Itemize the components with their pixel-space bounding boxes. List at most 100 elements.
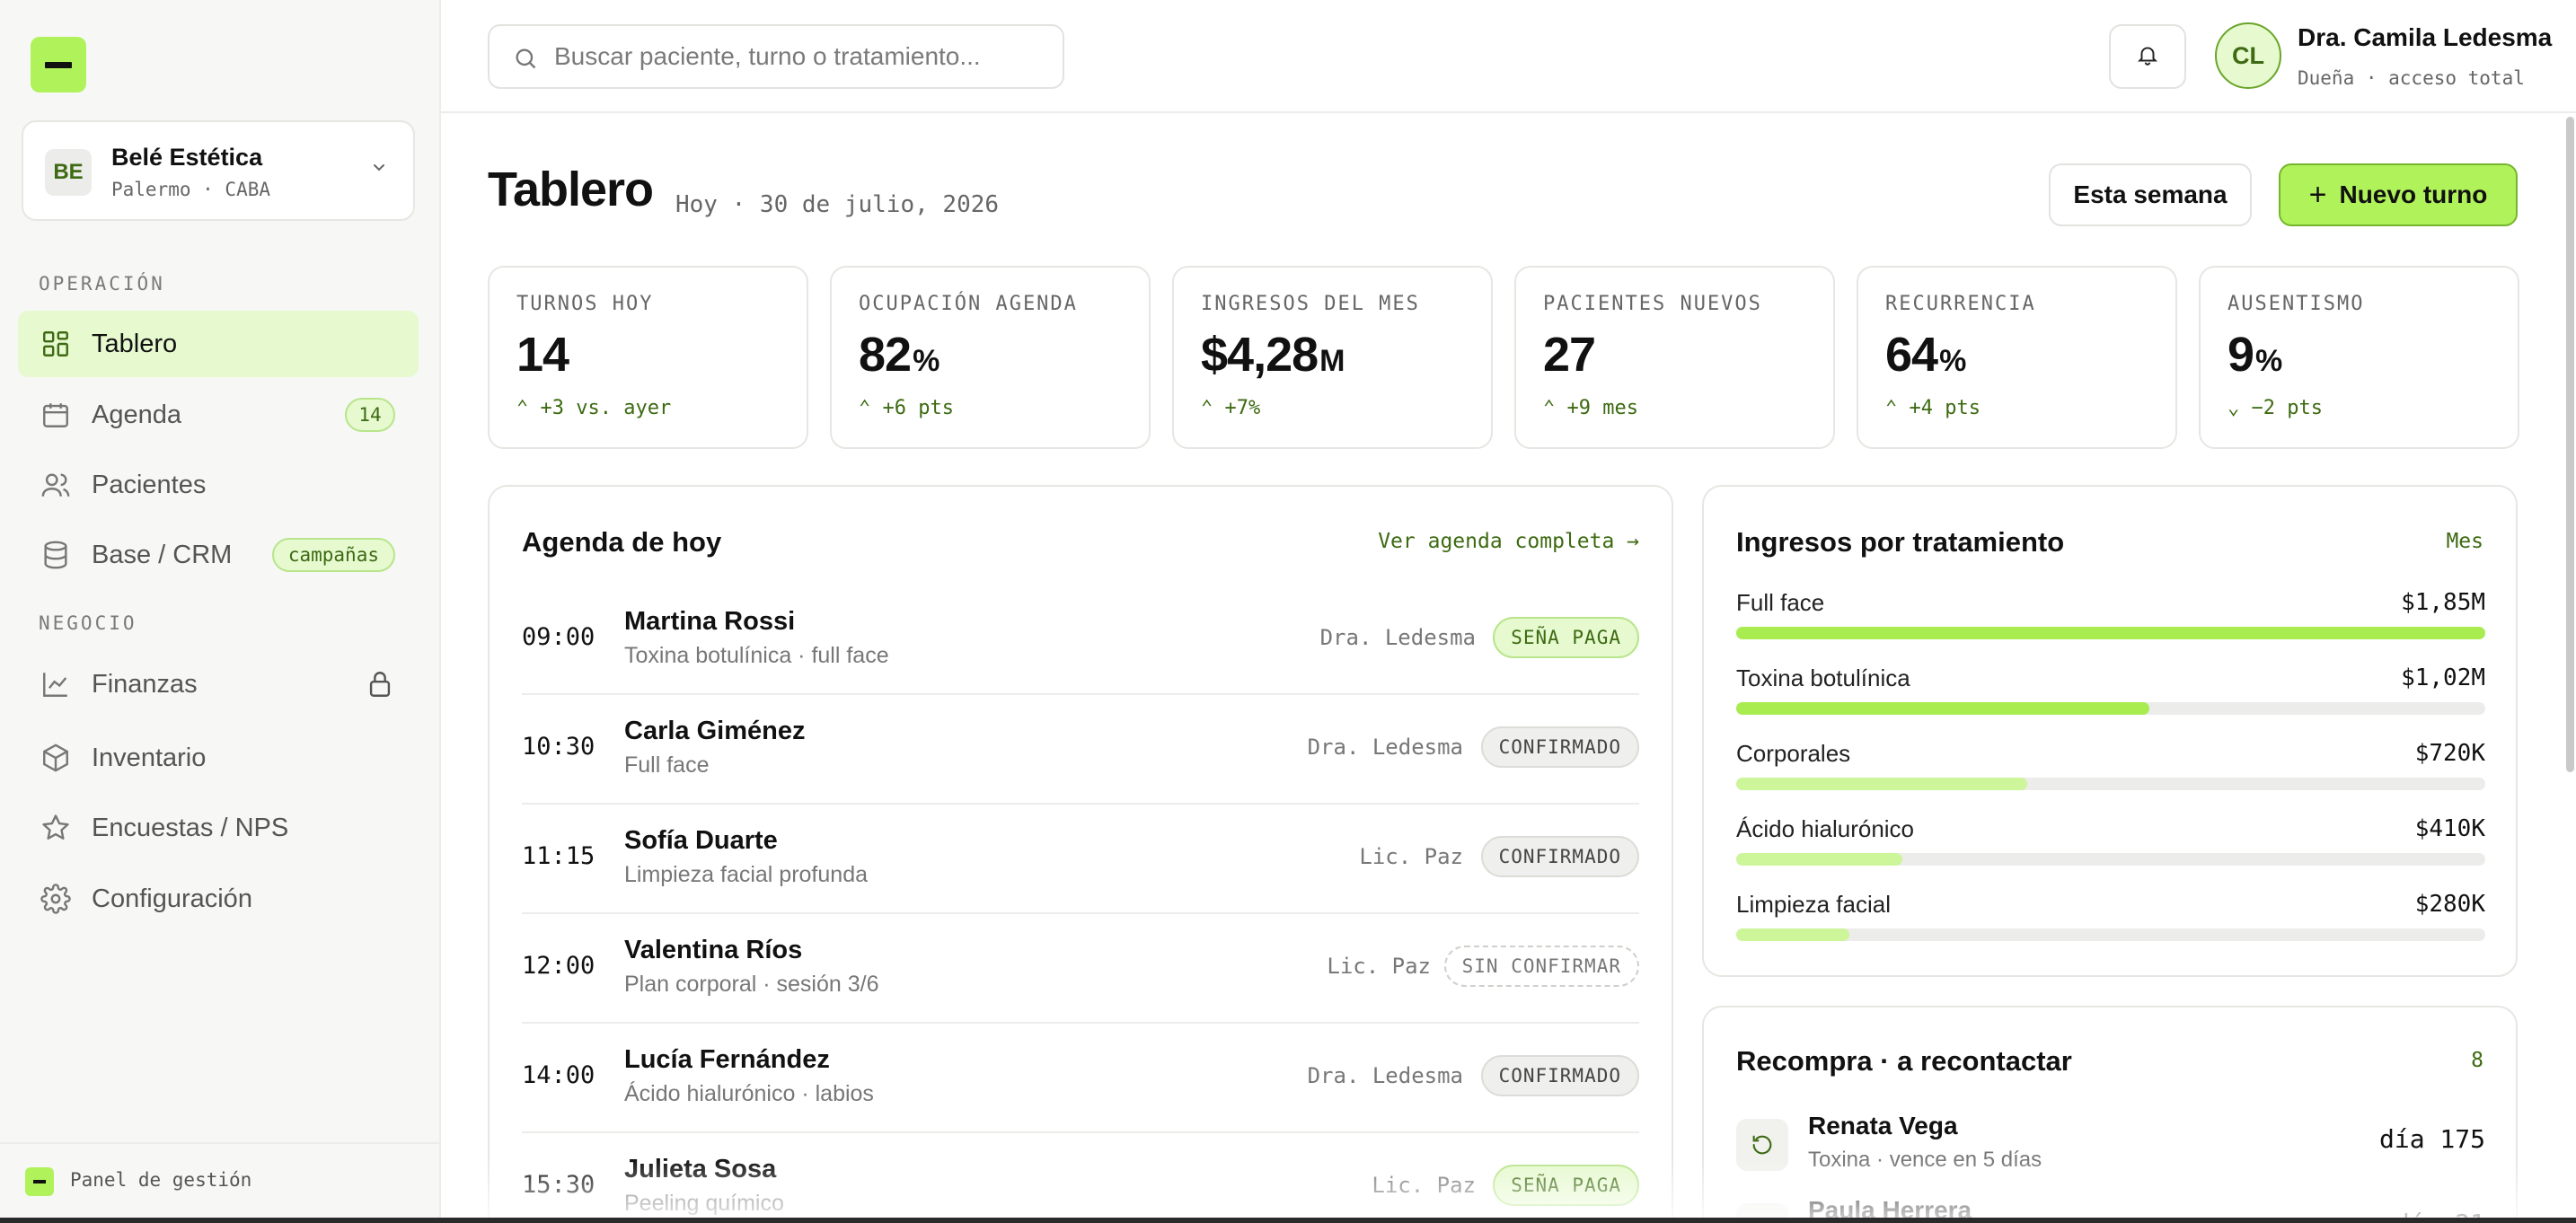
appointment-time: 09:00 <box>522 623 595 651</box>
refresh-icon <box>1736 1119 1788 1171</box>
org-avatar: BE <box>45 149 92 196</box>
appointment-row[interactable]: 10:30 Carla Giménez Full face Dra. Ledes… <box>522 695 1639 805</box>
treatment: Limpieza facial profunda <box>624 862 868 887</box>
status-badge: CONFIRMADO <box>1480 726 1639 768</box>
revenue-bar-track <box>1736 853 2485 866</box>
appointment-row[interactable]: 11:15 Sofía Duarte Limpieza facial profu… <box>522 805 1639 914</box>
kpi-card-turnos: TURNOS HOY 14 ⌃ +3 vs. ayer <box>488 266 808 449</box>
user-role: Dueña · acceso total <box>2298 67 2525 89</box>
kpi-delta: ⌄ −2 pts <box>2228 397 2323 419</box>
revenue-title: Ingresos por tratamiento <box>1736 526 2065 558</box>
footer-logo <box>25 1167 54 1196</box>
status-badge: CONFIRMADO <box>1480 836 1639 877</box>
appointment-row[interactable]: 15:30 Julieta Sosa Peeling químico Lic. … <box>522 1133 1639 1223</box>
sidebar-item-pacientes[interactable]: Pacientes <box>18 452 419 518</box>
search-input[interactable] <box>554 37 1048 76</box>
agenda-title: Agenda de hoy <box>522 526 722 558</box>
professional: Lic. Paz <box>1372 1173 1476 1198</box>
recall-count: 8 <box>2471 1049 2483 1072</box>
bell-icon <box>2136 43 2159 71</box>
kpi-delta: ⌃ +9 mes <box>1543 397 1638 419</box>
sidebar-item-label: Agenda <box>92 400 181 429</box>
treatment-amount: $1,02M <box>2401 664 2485 691</box>
treatment: Plan corporal · sesión 3/6 <box>624 972 879 997</box>
sidebar-item-crm[interactable]: Base / CRM campañas <box>18 522 419 588</box>
sidebar-item-tablero[interactable]: Tablero <box>18 311 419 377</box>
kpi-value: 9% <box>2228 328 2282 382</box>
view-full-agenda-link[interactable]: Ver agenda completa → <box>1378 530 1639 553</box>
recall-row[interactable]: Renata Vega Toxina · vence en 5 días día… <box>1736 1112 2485 1194</box>
new-appointment-button[interactable]: + Nuevo turno <box>2279 163 2518 226</box>
org-switcher[interactable]: BE Belé Estética Palermo · CABA <box>22 120 415 221</box>
treatment: Toxina botulínica · full face <box>624 643 889 668</box>
revenue-row: Toxina botulínica $1,02M <box>1736 664 2485 740</box>
treatment-name: Limpieza facial <box>1736 891 1891 918</box>
patient-name: Martina Rossi <box>624 607 796 636</box>
kpi-label: PACIENTES NUEVOS <box>1543 293 1762 315</box>
week-filter-button[interactable]: Esta semana <box>2049 163 2252 226</box>
kpi-value: 14 <box>516 328 569 382</box>
treatment-name: Toxina botulínica <box>1736 664 1910 691</box>
appointment-row[interactable]: 09:00 Martina Rossi Toxina botulínica · … <box>522 585 1639 695</box>
kpi-delta: ⌃ +4 pts <box>1885 397 1981 419</box>
patient-name: Julieta Sosa <box>624 1155 777 1183</box>
database-icon <box>40 539 72 571</box>
kpi-label: TURNOS HOY <box>516 293 654 315</box>
treatment: Peeling químico <box>624 1191 784 1216</box>
treatment: Full face <box>624 752 710 778</box>
appointment-time: 10:30 <box>522 733 595 761</box>
revenue-period-selector[interactable]: Mes <box>2446 530 2483 553</box>
users-icon <box>40 469 72 501</box>
patient-name: Carla Giménez <box>624 717 806 745</box>
star-icon <box>40 812 72 844</box>
scrollbar-thumb[interactable] <box>2566 117 2574 772</box>
sidebar-item-encuestas[interactable]: Encuestas / NPS <box>18 795 419 861</box>
treatment-name: Full face <box>1736 589 1825 616</box>
sidebar-item-label: Inventario <box>92 743 207 772</box>
treatment-amount: $1,85M <box>2401 589 2485 616</box>
page-date: Hoy · 30 de julio, 2026 <box>675 191 1000 218</box>
footer-label: Panel de gestión <box>70 1169 252 1191</box>
search-box[interactable] <box>488 24 1064 89</box>
kpi-label: OCUPACIÓN AGENDA <box>859 293 1078 315</box>
chevron-down-icon <box>370 158 388 181</box>
professional: Lic. Paz <box>1359 844 1463 869</box>
treatment-name: Ácido hialurónico <box>1736 815 1915 842</box>
kpi-delta: ⌃ +7% <box>1201 397 1261 419</box>
trend-down-icon: ⌄ <box>2228 397 2240 419</box>
plus-icon: + <box>2308 178 2327 212</box>
sidebar-item-finanzas[interactable]: Finanzas <box>18 651 419 717</box>
kpi-card-ingresos: INGRESOS DEL MES $4,28M ⌃ +7% <box>1172 266 1493 449</box>
sidebar-item-label: Tablero <box>92 329 178 358</box>
appointment-row[interactable]: 14:00 Lucía Fernández Ácido hialurónico … <box>522 1024 1639 1133</box>
sidebar: BE Belé Estética Palermo · CABA OPERACIÓ… <box>0 0 441 1223</box>
revenue-bar-track <box>1736 928 2485 941</box>
appointment-row[interactable]: 12:00 Valentina Ríos Plan corporal · ses… <box>522 914 1639 1024</box>
status-badge: SIN CONFIRMAR <box>1443 946 1639 987</box>
sidebar-item-configuracion[interactable]: Configuración <box>18 866 419 932</box>
kpi-value: 64% <box>1885 328 1966 382</box>
recall-card: Recompra · a recontactar 8 Renata Vega T… <box>1702 1006 2518 1223</box>
nav-section-operacion: OPERACIÓN <box>39 273 165 295</box>
professional: Dra. Ledesma <box>1319 625 1476 650</box>
sidebar-item-inventario[interactable]: Inventario <box>18 725 419 791</box>
kpi-card-ausentismo: AUSENTISMO 9% ⌄ −2 pts <box>2199 266 2519 449</box>
org-location: Palermo · CABA <box>111 179 271 200</box>
sidebar-item-agenda[interactable]: Agenda 14 <box>18 382 419 448</box>
kpi-label: AUSENTISMO <box>2228 293 2365 315</box>
revenue-row: Corporales $720K <box>1736 740 2485 815</box>
revenue-bar-track <box>1736 702 2485 715</box>
notifications-button[interactable] <box>2109 24 2186 89</box>
revenue-bar-fill <box>1736 928 1849 941</box>
kpi-delta: ⌃ +6 pts <box>859 397 954 419</box>
treatment-name: Corporales <box>1736 740 1851 767</box>
app-logo[interactable] <box>31 37 86 92</box>
trend-up-icon: ⌃ <box>1885 397 1898 419</box>
revenue-row: Full face $1,85M <box>1736 589 2485 664</box>
treatment-amount: $720K <box>2414 740 2485 767</box>
gear-icon <box>40 883 72 915</box>
sidebar-item-label: Configuración <box>92 884 252 913</box>
patient-name: Lucía Fernández <box>624 1045 830 1074</box>
kpi-card-pacientes: PACIENTES NUEVOS 27 ⌃ +9 mes <box>1514 266 1835 449</box>
user-avatar[interactable]: CL <box>2215 22 2281 89</box>
